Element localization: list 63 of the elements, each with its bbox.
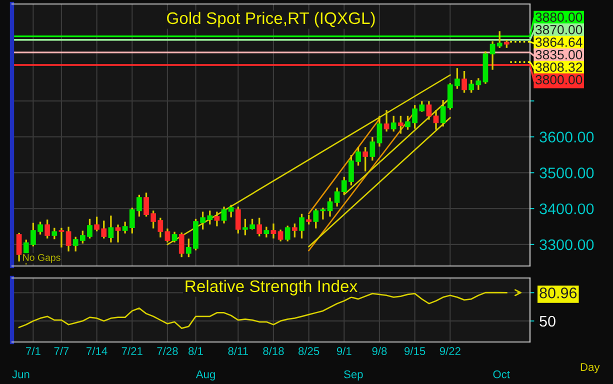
x-tick-label: 8/25 <box>298 346 320 356</box>
ref-line-label: 3880.00 <box>536 12 582 22</box>
candlestick <box>52 228 58 240</box>
text: Oct <box>493 370 510 378</box>
chart-title: Gold Spot Price,RT (IQXGL) <box>167 12 375 28</box>
x-tick-label: 8/1 <box>188 346 203 356</box>
y-tick-label: 3300.00 <box>540 239 594 250</box>
x-tick-label: 8/11 <box>228 346 248 356</box>
text: Sep <box>344 370 363 380</box>
x-tick-label: 7/28 <box>157 346 178 356</box>
candlestick <box>235 206 241 234</box>
x-tick-label: 7/21 <box>122 346 142 356</box>
candlestick <box>327 198 333 217</box>
ref-line-label: 3808.32 <box>536 62 582 72</box>
candlestick <box>384 110 390 132</box>
candlestick <box>292 224 298 238</box>
candlestick <box>398 116 404 134</box>
x-tick-label: 7/1 <box>26 346 40 356</box>
text: Jun <box>12 370 30 378</box>
candlestick <box>496 31 502 48</box>
candlestick <box>390 116 396 132</box>
y-tick-label: 3400.00 <box>540 203 594 214</box>
x-tick-label: 9/15 <box>404 346 426 356</box>
candlestick <box>284 226 290 242</box>
y-tick-label: 50 <box>540 316 556 327</box>
ref-line-label: 3835.00 <box>536 50 582 60</box>
ref-line-label: 3870.00 <box>536 25 582 34</box>
candlestick <box>362 147 368 172</box>
legend-label: 3800.00 <box>536 75 582 84</box>
x-tick-label: 9/1 <box>336 346 352 356</box>
x-tick-label: 7/14 <box>86 346 108 356</box>
candlestick <box>490 41 496 70</box>
candlestick <box>462 71 467 93</box>
candlestick <box>115 224 121 242</box>
candlestick <box>376 116 382 147</box>
ref-line-label: 3864.64 <box>536 38 582 47</box>
candlestick <box>370 137 376 161</box>
x-tick-label: 7/7 <box>54 346 69 356</box>
x-tick-label: 9/22 <box>440 346 460 356</box>
annotation: No Gaps <box>23 254 60 263</box>
candlestick <box>214 212 220 226</box>
candlestick <box>122 222 128 234</box>
candlestick <box>426 101 432 120</box>
y-tick-label: 3600.00 <box>540 132 594 142</box>
candlestick <box>108 216 114 242</box>
candlestick <box>16 232 22 262</box>
candlestick <box>278 230 284 242</box>
candlestick <box>256 218 262 236</box>
candlestick <box>299 214 304 238</box>
candlestick <box>221 206 227 224</box>
y-tick-label: 3500.00 <box>540 168 594 178</box>
text: Day <box>580 363 600 374</box>
chart-title: Relative Strength Index <box>186 280 358 296</box>
candlestick <box>313 208 319 228</box>
x-tick-label: 9/8 <box>372 346 387 356</box>
candlestick <box>228 204 234 218</box>
y-tick-label: 80.96 <box>540 288 577 298</box>
text: Aug <box>196 370 215 380</box>
candlestick <box>270 224 276 238</box>
candlestick <box>66 226 72 252</box>
candlestick <box>44 220 50 238</box>
candlestick <box>58 228 64 248</box>
x-tick-label: 8/18 <box>263 346 284 356</box>
